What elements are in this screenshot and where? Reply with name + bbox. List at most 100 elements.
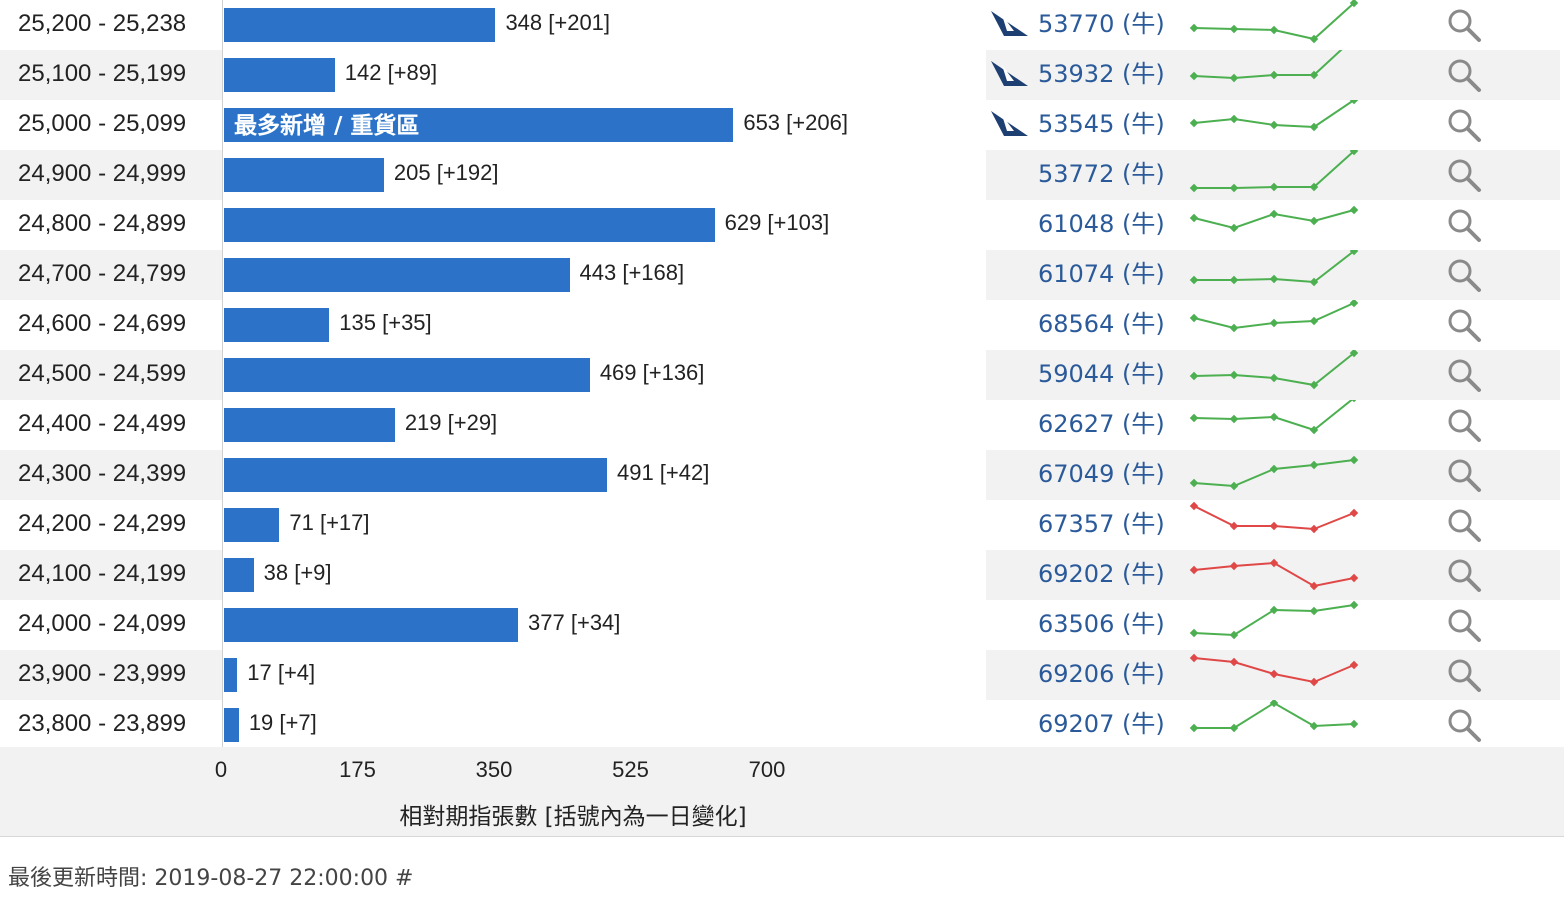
sparkline-point	[1189, 653, 1199, 663]
bar-annotation: 最多新增 / 重貨區	[234, 113, 420, 139]
bar[interactable]	[224, 558, 254, 592]
sparkline-point	[1349, 719, 1359, 729]
sparkline-point	[1269, 274, 1279, 284]
sparkline-point	[1309, 606, 1319, 616]
range-label: 24,400 - 24,499	[18, 410, 187, 437]
sparkline-point	[1269, 25, 1279, 35]
sparkline-point	[1229, 370, 1239, 380]
bar[interactable]	[224, 408, 395, 442]
warrant-code-link[interactable]: 61074 (牛)	[1038, 260, 1165, 288]
bar[interactable]	[224, 58, 335, 92]
x-tick-label: 350	[475, 757, 513, 782]
price-trend-sparkline	[1189, 653, 1359, 687]
magnifier-icon[interactable]	[1446, 557, 1482, 593]
sparkline-point	[1309, 524, 1319, 534]
sparkline-point	[1189, 183, 1199, 193]
range-label: 24,800 - 24,899	[18, 210, 187, 237]
sparkline-point	[1349, 455, 1359, 465]
sparkline-point	[1229, 561, 1239, 571]
magnifier-icon[interactable]	[1446, 57, 1482, 93]
magnifier-icon[interactable]	[1446, 507, 1482, 543]
sparkline-point	[1229, 657, 1239, 667]
sparkline-point	[1189, 275, 1199, 285]
sparkline-point	[1309, 677, 1319, 687]
range-label: 24,900 - 24,999	[18, 160, 187, 187]
sparkline-point	[1189, 313, 1199, 323]
bar-value-label: 205 [+192]	[393, 160, 499, 185]
sparkline-point	[1229, 323, 1239, 333]
magnifier-icon[interactable]	[1446, 7, 1482, 43]
bar[interactable]	[224, 8, 496, 42]
x-tick-label: 0	[214, 757, 228, 782]
bar-value-label: 71 [+17]	[289, 510, 370, 535]
bar[interactable]	[224, 708, 239, 742]
magnifier-icon[interactable]	[1446, 307, 1482, 343]
warrant-code-link[interactable]: 67049 (牛)	[1038, 460, 1165, 488]
magnifier-icon[interactable]	[1446, 157, 1482, 193]
warrant-code-link[interactable]: 69206 (牛)	[1038, 660, 1165, 688]
bar[interactable]	[224, 258, 570, 292]
warrant-code-link[interactable]: 69207 (牛)	[1038, 710, 1165, 738]
price-trend-sparkline	[1189, 150, 1359, 193]
range-label: 25,200 - 25,238	[18, 10, 187, 37]
warrant-code-link[interactable]: 62627 (牛)	[1038, 410, 1165, 438]
bar-value-label: 491 [+42]	[616, 460, 710, 485]
warrant-code-link[interactable]: 59044 (牛)	[1038, 360, 1165, 388]
magnifier-icon[interactable]	[1446, 207, 1482, 243]
bar[interactable]	[224, 358, 590, 392]
warrant-code-link[interactable]: 63506 (牛)	[1038, 610, 1165, 638]
sparkline-point	[1269, 209, 1279, 219]
warrant-code-link[interactable]: 53932 (牛)	[1038, 60, 1165, 88]
bar[interactable]	[224, 508, 280, 542]
row-background-right	[986, 450, 1560, 500]
warrant-code-link[interactable]: 53545 (牛)	[1038, 110, 1165, 138]
price-trend-sparkline	[1189, 50, 1343, 83]
row-background-left	[0, 550, 222, 600]
warrant-code-link[interactable]: 69202 (牛)	[1038, 560, 1165, 588]
bar[interactable]	[224, 658, 238, 692]
sparkline-point	[1349, 508, 1359, 518]
price-trend-sparkline	[1189, 700, 1359, 733]
bird-logo-icon	[991, 111, 1028, 136]
warrant-code-link[interactable]: 61048 (牛)	[1038, 210, 1165, 238]
warrant-code-link[interactable]: 53770 (牛)	[1038, 10, 1165, 38]
bird-logo-icon	[991, 61, 1028, 86]
price-trend-sparkline	[1189, 300, 1359, 333]
bar[interactable]	[224, 308, 330, 342]
price-trend-sparkline	[1189, 400, 1359, 435]
sparkline-point	[1229, 223, 1239, 233]
warrant-code-link[interactable]: 68564 (牛)	[1038, 310, 1165, 338]
magnifier-icon[interactable]	[1446, 357, 1482, 393]
bar-value-label: 377 [+34]	[528, 610, 621, 635]
sparkline-point	[1309, 316, 1319, 326]
sparkline-point	[1229, 114, 1239, 124]
bar[interactable]	[224, 458, 607, 492]
sparkline-point	[1269, 669, 1279, 679]
range-label: 24,600 - 24,699	[18, 310, 187, 337]
bar-value-label: 17 [+4]	[247, 660, 316, 685]
magnifier-icon[interactable]	[1446, 457, 1482, 493]
sparkline-point	[1349, 205, 1359, 215]
magnifier-icon[interactable]	[1446, 657, 1482, 693]
warrant-code-link[interactable]: 67357 (牛)	[1038, 510, 1165, 538]
sparkline-point	[1189, 371, 1199, 381]
row-background-right	[986, 250, 1560, 300]
magnifier-icon[interactable]	[1446, 707, 1482, 743]
bar[interactable]	[224, 608, 519, 642]
sparkline-point	[1269, 558, 1279, 568]
bar[interactable]	[224, 208, 715, 242]
magnifier-icon[interactable]	[1446, 607, 1482, 643]
sparkline-point	[1229, 521, 1239, 531]
magnifier-icon[interactable]	[1446, 107, 1482, 143]
bar[interactable]	[224, 108, 734, 142]
bar[interactable]	[224, 158, 384, 192]
magnifier-icon[interactable]	[1446, 257, 1482, 293]
sparkline-point	[1269, 464, 1279, 474]
range-label: 24,200 - 24,299	[18, 510, 187, 537]
sparkline-point	[1269, 120, 1279, 130]
magnifier-icon[interactable]	[1446, 407, 1482, 443]
warrant-code-link[interactable]: 53772 (牛)	[1038, 160, 1165, 188]
bar-value-label: 443 [+168]	[579, 260, 685, 285]
sparkline-point	[1189, 723, 1199, 733]
x-axis-title: 相對期指張數 [括號內為一日變化]	[399, 804, 747, 830]
